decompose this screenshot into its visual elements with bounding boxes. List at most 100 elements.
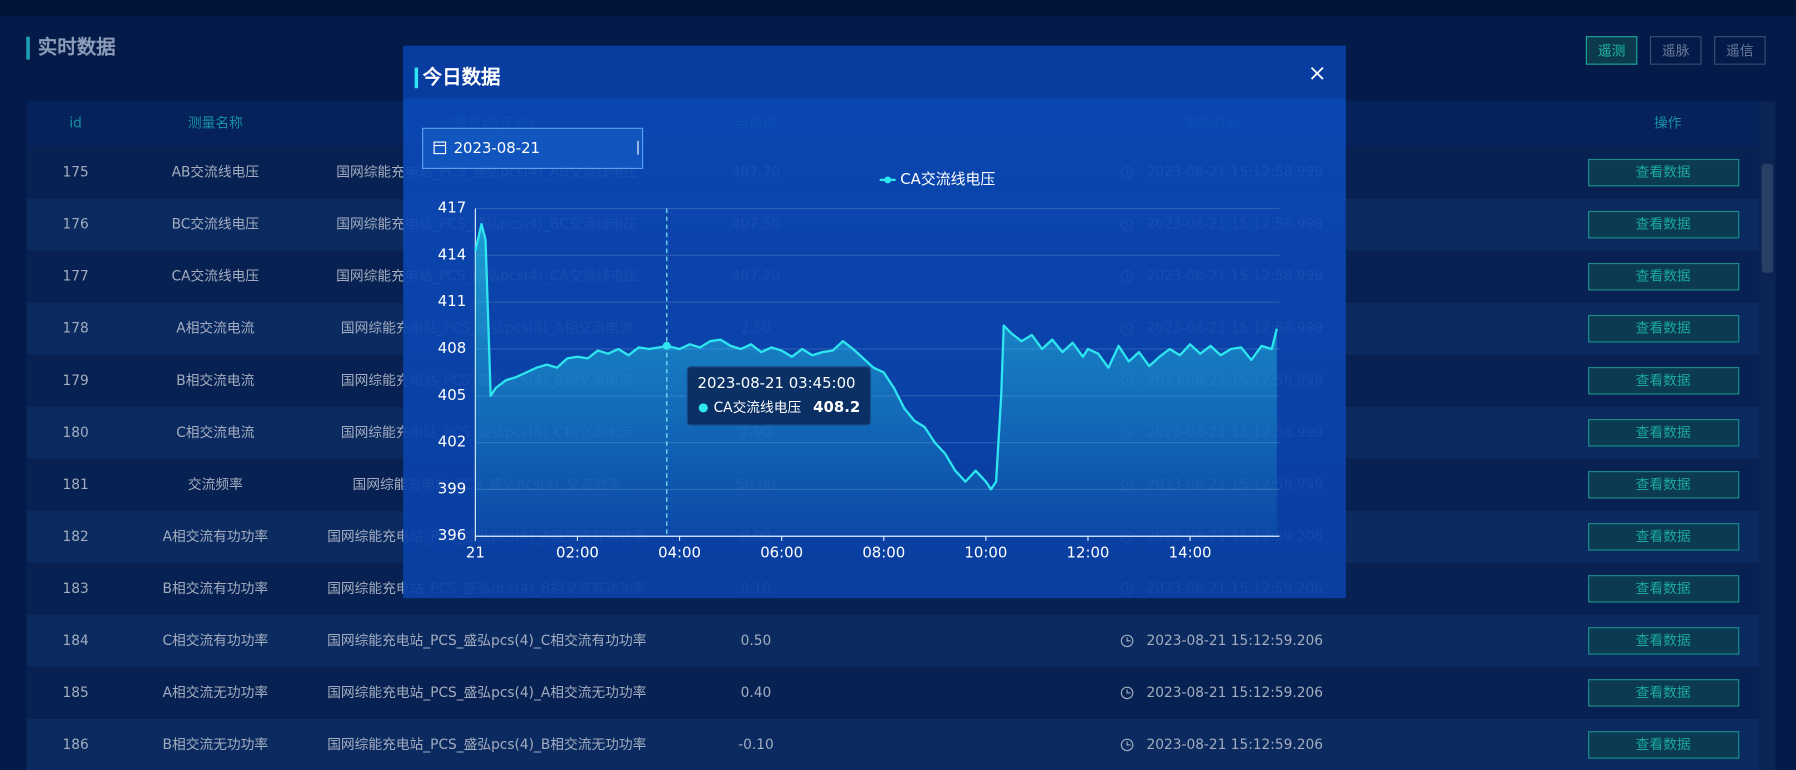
view-button-label[interactable]: 查看数据 xyxy=(1636,737,1691,753)
y-tick-label: 405 xyxy=(438,386,466,404)
cell-name: CA交流线电压 xyxy=(172,268,260,285)
cell-name: B相交流电流 xyxy=(176,372,254,389)
modal-title-accent xyxy=(414,67,419,89)
close-icon[interactable] xyxy=(1310,66,1324,80)
table-row xyxy=(26,718,1760,770)
view-button[interactable] xyxy=(1588,367,1740,395)
modal-header xyxy=(403,45,1346,99)
line xyxy=(474,223,1278,491)
chart: 396 399 402 405 408 411 414 417 21 02:00 04:00 06:0… xyxy=(438,170,1280,561)
cell-time: 2023-08-21 15:12:59.206 xyxy=(1147,685,1323,701)
cell-id: 186 xyxy=(62,737,88,753)
x-tick-label: 02:00 xyxy=(556,543,599,561)
cell-id: 177 xyxy=(62,269,88,285)
cell-time: 2023-08-21 15:12:59.206 xyxy=(1147,633,1323,649)
table-row xyxy=(26,666,1760,719)
cell-id: 185 xyxy=(62,685,88,701)
close-button[interactable] xyxy=(1310,66,1324,80)
view-button[interactable] xyxy=(1588,471,1740,499)
cell-id: 175 xyxy=(62,165,88,181)
view-button-label[interactable]: 查看数据 xyxy=(1636,685,1691,701)
clock-icon xyxy=(1120,738,1134,752)
clock-icon xyxy=(1120,686,1134,700)
tab-label[interactable]: 遥测 xyxy=(1598,44,1625,60)
view-button[interactable] xyxy=(1588,262,1740,291)
cell-name: B相交流无功功率 xyxy=(163,736,269,753)
view-button[interactable] xyxy=(1588,575,1740,603)
legend-marker xyxy=(884,176,892,184)
y-tick-label: 402 xyxy=(438,433,466,451)
scrollbar-thumb[interactable] xyxy=(1761,163,1774,273)
view-button-label[interactable]: 查看数据 xyxy=(1636,425,1691,441)
top-bar xyxy=(0,0,1796,17)
tooltip-series: CA交流线电压 xyxy=(714,399,802,416)
tab-label[interactable]: 遥信 xyxy=(1726,44,1753,60)
modal-title: 今日数据 xyxy=(422,65,501,88)
legend-label[interactable]: CA交流线电压 xyxy=(900,170,995,188)
cell-id: 184 xyxy=(62,633,88,649)
x-tick-label: 10:00 xyxy=(964,543,1007,561)
view-button-label[interactable]: 查看数据 xyxy=(1636,529,1691,545)
tab[interactable] xyxy=(1714,36,1766,65)
view-button-label[interactable]: 查看数据 xyxy=(1636,321,1691,337)
clock-icon xyxy=(1126,689,1131,694)
view-button-label[interactable]: 查看数据 xyxy=(1636,269,1691,285)
cell-id: 183 xyxy=(62,581,88,597)
cell-full-name: 国网综能充电站_PCS_盛弘pcs(4)_C相交流有功功率 xyxy=(327,632,647,649)
header-cell: 测量名称 xyxy=(188,116,243,132)
tab[interactable] xyxy=(1585,36,1638,65)
cell-name: BC交流线电压 xyxy=(172,216,260,233)
view-button[interactable] xyxy=(1588,627,1740,655)
clock-icon xyxy=(1120,634,1134,648)
table-row xyxy=(26,614,1760,667)
x-tick-label: 08:00 xyxy=(862,543,905,561)
cell-value: 0.50 xyxy=(741,633,772,649)
view-button-label[interactable]: 查看数据 xyxy=(1636,165,1691,181)
cell-id: 182 xyxy=(62,529,88,545)
tab-label[interactable]: 遥脉 xyxy=(1662,44,1690,60)
header-cell: id xyxy=(69,116,82,132)
view-button-label[interactable]: 查看数据 xyxy=(1636,373,1691,389)
hover-point xyxy=(662,341,671,350)
cell-name: B相交流有功功率 xyxy=(163,580,269,597)
tab[interactable] xyxy=(1649,36,1702,65)
cell-id: 180 xyxy=(62,425,88,441)
cell-name: A相交流电流 xyxy=(176,320,254,337)
y-tick-label: 399 xyxy=(438,479,466,497)
cell-value: -0.10 xyxy=(738,737,774,753)
clock-icon xyxy=(1126,741,1131,746)
view-button[interactable] xyxy=(1588,731,1740,759)
cell-full-name: 国网综能充电站_PCS_盛弘pcs(4)_B相交流无功功率 xyxy=(327,736,646,753)
tooltip-marker xyxy=(698,403,708,413)
x-tick-label: 12:00 xyxy=(1067,543,1110,561)
area xyxy=(475,224,1277,537)
calendar-icon xyxy=(433,141,447,155)
cell-time: 2023-08-21 15:12:59.206 xyxy=(1147,737,1323,753)
cell-name: A相交流有功功率 xyxy=(163,528,269,545)
view-button[interactable] xyxy=(1588,210,1740,239)
cell-name: AB交流线电压 xyxy=(172,164,260,181)
title-accent xyxy=(26,36,30,60)
view-button-label[interactable]: 查看数据 xyxy=(1636,633,1691,649)
tooltip-title: 2023-08-21 03:45:00 xyxy=(698,374,856,392)
view-button[interactable] xyxy=(1588,158,1740,187)
view-button[interactable] xyxy=(1588,419,1740,447)
x-tick-label: 21 xyxy=(466,543,485,561)
view-button-label[interactable]: 查看数据 xyxy=(1636,217,1691,233)
view-button[interactable] xyxy=(1588,314,1740,343)
date-value[interactable]: 2023-08-21 xyxy=(454,139,540,157)
cell-id: 178 xyxy=(62,321,88,337)
view-button[interactable] xyxy=(1588,523,1740,551)
date-picker[interactable] xyxy=(422,127,644,170)
view-button[interactable] xyxy=(1588,679,1740,707)
page-title: 实时数据 xyxy=(38,36,116,59)
view-button-label[interactable]: 查看数据 xyxy=(1636,581,1691,597)
cell-name: A相交流无功功率 xyxy=(163,684,269,701)
view-button-label[interactable]: 查看数据 xyxy=(1636,477,1691,493)
cell-id: 176 xyxy=(62,217,88,233)
tooltip-value: 408.2 xyxy=(813,398,860,416)
cell-value: 0.40 xyxy=(741,685,772,701)
cell-name: C相交流电流 xyxy=(176,424,255,441)
